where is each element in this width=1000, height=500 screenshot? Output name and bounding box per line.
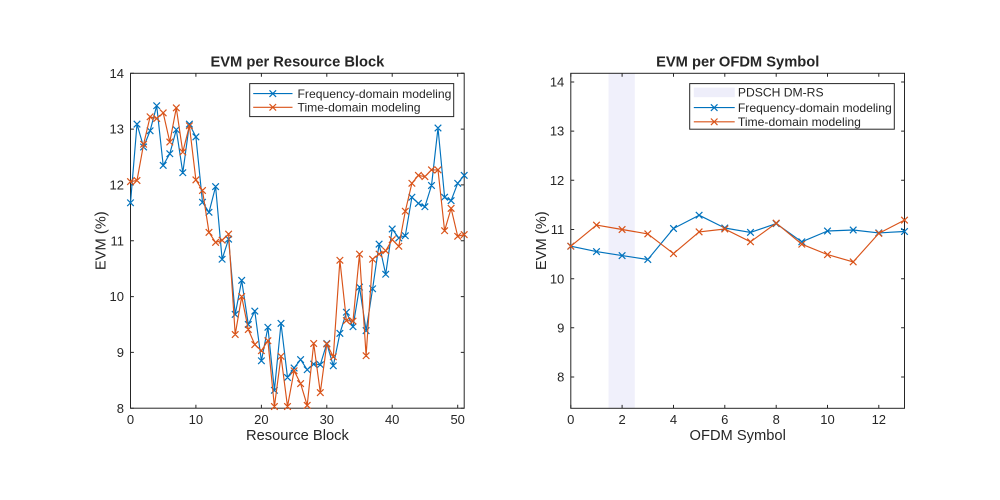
- svg-text:Time-domain modeling: Time-domain modeling: [738, 115, 861, 129]
- svg-text:10: 10: [820, 412, 834, 427]
- svg-text:14: 14: [110, 66, 124, 81]
- svg-text:8: 8: [117, 401, 124, 416]
- svg-text:0: 0: [127, 412, 134, 427]
- svg-text:14: 14: [550, 75, 564, 90]
- svg-text:2: 2: [618, 412, 625, 427]
- svg-text:12: 12: [110, 178, 124, 193]
- svg-text:8: 8: [557, 370, 564, 385]
- svg-text:EVM (%): EVM (%): [534, 211, 550, 270]
- svg-text:13: 13: [550, 124, 564, 139]
- svg-text:10: 10: [550, 271, 564, 286]
- svg-text:30: 30: [320, 412, 334, 427]
- svg-text:6: 6: [721, 412, 728, 427]
- svg-text:PDSCH DM-RS: PDSCH DM-RS: [738, 86, 824, 100]
- svg-text:10: 10: [189, 412, 203, 427]
- svg-text:EVM (%): EVM (%): [94, 211, 110, 270]
- svg-text:12: 12: [550, 173, 564, 188]
- svg-text:EVM per Resource Block: EVM per Resource Block: [210, 55, 385, 71]
- svg-text:20: 20: [254, 412, 268, 427]
- svg-text:9: 9: [557, 320, 564, 335]
- svg-text:50: 50: [450, 412, 464, 427]
- svg-text:12: 12: [872, 412, 886, 427]
- svg-text:Frequency-domain modeling: Frequency-domain modeling: [738, 101, 892, 115]
- svg-text:9: 9: [117, 345, 124, 360]
- svg-text:EVM per OFDM Symbol: EVM per OFDM Symbol: [656, 55, 819, 71]
- svg-text:Resource Block: Resource Block: [246, 428, 350, 444]
- svg-text:Frequency-domain modeling: Frequency-domain modeling: [298, 87, 452, 101]
- svg-text:Time-domain modeling: Time-domain modeling: [298, 101, 421, 115]
- svg-text:4: 4: [670, 412, 677, 427]
- svg-text:8: 8: [773, 412, 780, 427]
- svg-text:13: 13: [110, 122, 124, 137]
- svg-text:10: 10: [110, 289, 124, 304]
- svg-text:11: 11: [111, 233, 125, 248]
- svg-text:0: 0: [567, 412, 574, 427]
- svg-text:11: 11: [551, 222, 565, 237]
- svg-text:OFDM Symbol: OFDM Symbol: [690, 428, 786, 444]
- svg-text:40: 40: [385, 412, 399, 427]
